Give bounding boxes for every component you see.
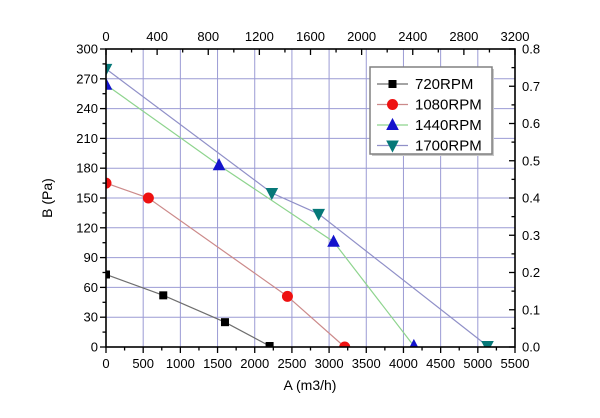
- series-1700RPM: [106, 63, 494, 348]
- x-bottom-tick-label: 3500: [352, 356, 381, 371]
- y-right-tick-label: 0.8: [522, 42, 540, 57]
- y-left-tick-label: 120: [76, 220, 98, 235]
- y-right-tick-label: 0.6: [522, 116, 540, 131]
- series-1080RPM: [106, 177, 351, 348]
- y-left-tick-label: 300: [76, 42, 98, 57]
- data-point-marker-square: [159, 291, 168, 300]
- data-point-marker-triangle-up: [106, 77, 113, 90]
- data-point-marker-square: [106, 270, 110, 279]
- x-bottom-tick-label: 0: [102, 356, 109, 371]
- data-point-marker-square: [220, 318, 229, 327]
- y-right-tick-label: 0.7: [522, 79, 540, 94]
- legend-item-1700RPM: 1700RPM: [377, 138, 482, 155]
- legend-label: 720RPM: [415, 76, 473, 93]
- data-point-marker-circle: [281, 290, 293, 302]
- data-point-marker-triangle-down: [312, 208, 326, 221]
- x-bottom-tick-label: 4000: [389, 356, 418, 371]
- x-top-tick-label: 800: [197, 29, 219, 44]
- y-right-tick-label: 0.3: [522, 228, 540, 243]
- x-top-tick-label: 400: [146, 29, 168, 44]
- legend: 720RPM 1080RPM 1440RPM 1700RPM: [369, 66, 494, 156]
- y-left-tick-label: 60: [84, 280, 98, 295]
- x-bottom-tick-label: 2000: [240, 356, 269, 371]
- data-series: [106, 63, 494, 348]
- legend-item-1080RPM: 1080RPM: [377, 97, 482, 114]
- y-left-tick-label: 180: [76, 161, 98, 176]
- series-line: [106, 182, 346, 348]
- series-line: [106, 68, 488, 347]
- y-left-tick-label: 0: [91, 340, 98, 355]
- data-point-marker-circle: [106, 177, 112, 189]
- x-bottom-tick-label: 1000: [166, 356, 195, 371]
- data-point-marker-circle: [142, 192, 154, 204]
- legend-item-1440RPM: 1440RPM: [377, 117, 482, 134]
- x-bottom-tick-label: 4500: [426, 356, 455, 371]
- y-left-tick-label: 90: [84, 250, 98, 265]
- y-axis-title: B (Pa): [39, 178, 55, 218]
- data-point-marker-triangle-down: [386, 140, 399, 153]
- y-right-tick-label: 0.0: [522, 340, 540, 355]
- data-point-marker-triangle-up: [327, 234, 340, 247]
- x-bottom-tick-label: 3000: [315, 356, 344, 371]
- data-point-marker-circle: [387, 99, 398, 110]
- x-top-tick-label: 2400: [398, 29, 427, 44]
- series-1440RPM: [106, 77, 419, 348]
- series-line: [106, 84, 415, 347]
- x-top-tick-label: 1200: [245, 29, 274, 44]
- series-720RPM: [106, 270, 274, 348]
- data-point-marker-triangle-up: [409, 338, 419, 348]
- y-left-tick-label: 30: [84, 310, 98, 325]
- y-right-tick-label: 0.5: [522, 153, 540, 168]
- y-left-tick-label: 270: [76, 71, 98, 86]
- data-point-marker-triangle-up: [386, 117, 399, 130]
- y-right-tick-label: 0.4: [522, 191, 540, 206]
- y-right-tick-label: 0.2: [522, 265, 540, 280]
- x-top-tick-label: 0: [102, 29, 109, 44]
- tick-labels: 0 500 1000 1500 2000 2500 3000 3500 4000 4500 5000…: [76, 29, 540, 371]
- x-bottom-tick-label: 500: [132, 356, 154, 371]
- data-point-marker-square: [265, 342, 274, 348]
- x-bottom-tick-label: 5000: [463, 356, 492, 371]
- x-top-tick-label: 3200: [501, 29, 530, 44]
- data-point-marker-triangle-up: [212, 158, 226, 171]
- data-point-marker-triangle-down: [106, 63, 113, 76]
- x-top-tick-label: 2800: [449, 29, 478, 44]
- x-axis-title: A (m3/h): [284, 377, 337, 393]
- x-bottom-tick-label: 2500: [277, 356, 306, 371]
- y-left-tick-label: 210: [76, 131, 98, 146]
- legend-label: 1700RPM: [415, 138, 482, 155]
- x-bottom-tick-label: 5500: [501, 356, 530, 371]
- y-left-tick-label: 240: [76, 101, 98, 116]
- data-point-marker-square: [388, 80, 397, 88]
- y-left-tick-label: 150: [76, 191, 98, 206]
- y-right-tick-label: 0.1: [522, 302, 540, 317]
- legend-item-720RPM: 720RPM: [377, 76, 473, 93]
- axis-ticks: [100, 48, 516, 353]
- grid-lines: [106, 49, 515, 347]
- data-point-marker-triangle-down: [265, 188, 279, 201]
- series-line: [106, 273, 270, 347]
- x-bottom-tick-label: 1500: [203, 356, 232, 371]
- legend-label: 1080RPM: [415, 97, 482, 114]
- x-top-tick-label: 2000: [347, 29, 376, 44]
- legend-label: 1440RPM: [415, 117, 482, 134]
- x-top-tick-label: 1600: [296, 29, 325, 44]
